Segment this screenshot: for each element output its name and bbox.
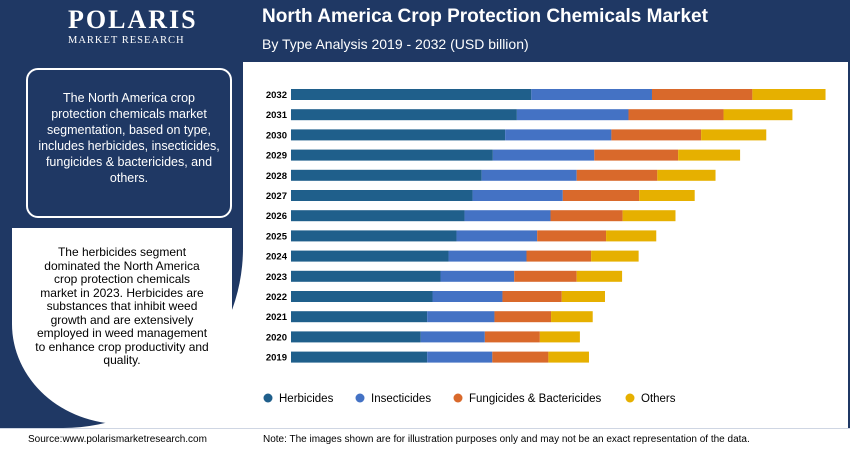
bar-2028-series-2: [576, 169, 658, 181]
bar-2019-series-0: [291, 351, 428, 363]
y-tick-label-2026: 2026: [266, 211, 287, 222]
bar-2022-series-1: [432, 291, 503, 302]
legend-marker-2: [453, 393, 463, 403]
bar-2028-series-0: [291, 169, 482, 181]
bar-2025-series-2: [537, 230, 607, 242]
bar-2031-series-0: [291, 109, 517, 121]
bar-2021-series-0: [291, 311, 428, 323]
y-tick-label-2023: 2023: [266, 272, 287, 283]
bar-2021-series-1: [427, 311, 495, 323]
legend-label-2: Fungicides & Bactericides: [469, 393, 602, 405]
y-tick-label-2031: 2031: [266, 110, 288, 121]
y-tick-label-2020: 2020: [266, 332, 287, 343]
legend-label-3: Others: [641, 393, 676, 405]
bar-2025-series-0: [291, 230, 457, 242]
bars-group: [291, 89, 826, 363]
bar-2030-series-1: [505, 129, 612, 141]
bar-2031-series-1: [516, 109, 629, 121]
legend-label-1: Insecticides: [371, 393, 431, 405]
bar-2022-series-2: [502, 291, 562, 302]
bar-2030-series-2: [611, 129, 702, 141]
y-tick-label-2029: 2029: [266, 151, 287, 162]
y-tick-label-2019: 2019: [266, 353, 287, 364]
legend-label-0: Herbicides: [279, 393, 334, 405]
bar-2029-series-0: [291, 149, 493, 161]
bar-2020-series-1: [420, 331, 485, 343]
bar-2028-series-1: [481, 169, 577, 181]
polaris-logo: POLARIS MARKET RESEARCH: [68, 5, 198, 48]
bar-2029-series-2: [594, 149, 679, 161]
bar-2032-series-0: [291, 89, 532, 100]
bar-2025-series-3: [606, 230, 657, 242]
bar-2026-series-2: [550, 210, 623, 222]
y-tick-label-2030: 2030: [266, 130, 287, 141]
y-tick-label-2022: 2022: [266, 292, 287, 303]
bar-2032-series-2: [651, 89, 753, 100]
bar-2031-series-2: [628, 109, 724, 121]
bar-2024-series-1: [448, 250, 527, 262]
bar-2026-series-3: [622, 210, 676, 222]
logo-sub: MARKET RESEARCH: [68, 35, 185, 46]
bar-2019-series-1: [427, 351, 493, 363]
y-tick-label-2021: 2021: [266, 312, 288, 323]
y-tick-label-2025: 2025: [266, 231, 288, 242]
bar-2023-series-2: [514, 270, 577, 282]
bar-2027-series-2: [562, 190, 640, 201]
bar-2025-series-1: [456, 230, 538, 242]
bar-2030-series-3: [701, 129, 767, 141]
bar-2022-series-3: [561, 291, 605, 302]
bar-2021-series-2: [494, 311, 552, 323]
bar-2020-series-0: [291, 331, 421, 343]
bar-2019-series-2: [492, 351, 549, 363]
stacked-bar-chart: 2032 2031 2030 2029 2028 2027 2026 2025 2024 2023…: [263, 89, 826, 405]
y-tick-label-2024: 2024: [266, 252, 288, 263]
bar-2023-series-3: [576, 270, 623, 282]
bar-2024-series-2: [526, 250, 592, 262]
bar-2024-series-0: [291, 250, 449, 262]
bar-2024-series-3: [591, 250, 639, 262]
bar-2028-series-3: [657, 169, 716, 181]
bar-2027-series-3: [639, 190, 695, 201]
logo-main: POLARIS: [68, 5, 198, 34]
legend-marker-3: [625, 393, 635, 403]
bar-2029-series-3: [678, 149, 741, 161]
bar-2020-series-3: [539, 331, 580, 343]
bar-2026-series-1: [464, 210, 551, 222]
bar-2029-series-1: [492, 149, 595, 161]
bar-2032-series-3: [752, 89, 826, 100]
footer: Source:www.polarismarketresearch.com Not…: [0, 428, 850, 450]
header: POLARIS MARKET RESEARCH North America Cr…: [0, 0, 850, 62]
bar-2019-series-3: [548, 351, 589, 363]
chart-subtitle: By Type Analysis 2019 - 2032 (USD billio…: [262, 36, 529, 52]
bar-2026-series-0: [291, 210, 465, 222]
bar-2022-series-0: [291, 291, 433, 302]
legend-marker-0: [263, 393, 273, 403]
note-text: Note: The images shown are for illustrat…: [263, 434, 750, 445]
bar-2021-series-3: [551, 311, 593, 323]
legend: Herbicides Insecticides Fungicides & Bacte…: [263, 393, 676, 405]
y-axis-labels: 2032 2031 2030 2029 2028 2027 2026 2025 2024 2023…: [266, 90, 288, 364]
bar-2027-series-1: [472, 190, 563, 201]
source-text: Source:www.polarismarketresearch.com: [28, 434, 207, 445]
bar-2032-series-1: [531, 89, 652, 100]
bar-2031-series-3: [723, 109, 793, 121]
bar-2023-series-0: [291, 270, 441, 282]
chart-title: North America Crop Protection Chemicals …: [262, 6, 708, 27]
y-tick-label-2027: 2027: [266, 191, 287, 202]
legend-marker-1: [355, 393, 365, 403]
herbicides-highlight: The herbicides segment dominated the Nor…: [12, 228, 232, 424]
bar-2023-series-1: [440, 270, 515, 282]
segmentation-text-box: The North America crop protection chemic…: [26, 68, 232, 218]
bar-2027-series-0: [291, 190, 473, 201]
y-tick-label-2032: 2032: [266, 90, 287, 101]
y-tick-label-2028: 2028: [266, 171, 287, 182]
bar-2030-series-0: [291, 129, 506, 141]
bar-2020-series-2: [484, 331, 540, 343]
